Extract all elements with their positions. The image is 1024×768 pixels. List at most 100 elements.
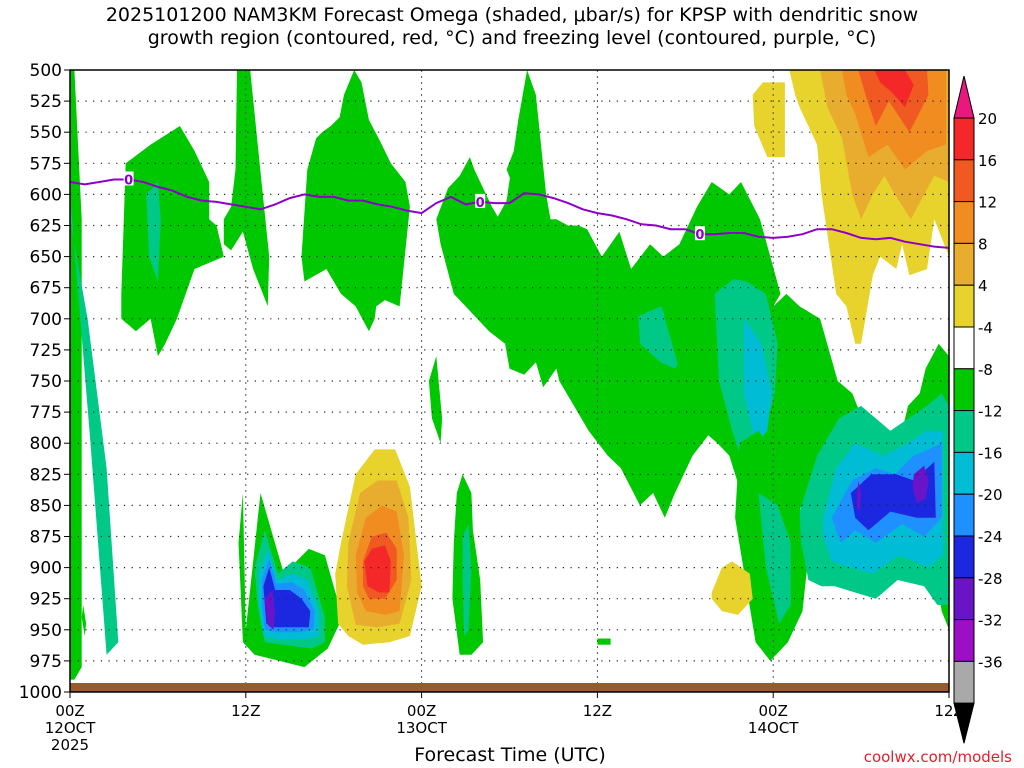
colorbar-label-3: 8 xyxy=(978,235,988,253)
x-tick-year-0: 2025 xyxy=(51,736,89,754)
omega-region-29 xyxy=(711,561,753,615)
colorbar-box-12 xyxy=(953,577,975,621)
freezing-level-layer: 0 0 0 xyxy=(70,171,949,249)
omega-region-13 xyxy=(758,493,791,624)
y-tick-label-625: 625 xyxy=(30,217,62,237)
y-tick-label-575: 575 xyxy=(30,154,62,174)
freezing-label-backing-2 xyxy=(694,226,705,241)
freezing-level-label-1: 0 xyxy=(476,196,485,211)
y-tick-label-725: 725 xyxy=(30,341,62,361)
colorbar-box-7 xyxy=(953,368,975,412)
omega-region-27 xyxy=(428,356,443,444)
colorbar: 20 16 12 8 4 -4 -8 -12 -16 -20 -24 -28 -32 -36 xyxy=(953,75,1003,744)
x-tick-date-2: 13OCT xyxy=(396,719,447,737)
y-tick-label-900: 900 xyxy=(30,559,62,579)
y-tick-label-500: 500 xyxy=(30,61,62,81)
y-tick-label-675: 675 xyxy=(30,279,62,299)
ground-surface-band xyxy=(70,683,949,692)
colorbar-label-10: -24 xyxy=(978,528,1003,546)
chart-title-line2: growth region (contoured, red, °C) and f… xyxy=(147,27,877,49)
y-tick-label-975: 975 xyxy=(30,652,62,672)
colorbar-box-4 xyxy=(953,242,975,286)
x-tick-label-3: 12Z xyxy=(583,702,612,720)
colorbar-label-8: -16 xyxy=(978,444,1003,462)
y-tick-label-750: 750 xyxy=(30,372,62,392)
freezing-label-backing-1 xyxy=(475,193,486,208)
x-tick-label-0: 00Z xyxy=(55,702,84,720)
freezing-label-backing-0 xyxy=(123,171,134,186)
colorbar-box-9 xyxy=(953,451,975,495)
omega-region-26 xyxy=(462,524,472,636)
freezing-level-label-2: 0 xyxy=(695,228,704,243)
omega-region-31 xyxy=(752,82,785,158)
freezing-level-line xyxy=(70,178,949,249)
y-tick-label-850: 850 xyxy=(30,496,62,516)
omega-region-11 xyxy=(743,318,772,444)
x-axis-label: Forecast Time (UTC) xyxy=(414,744,606,766)
source-credit: coolwx.com/models xyxy=(863,748,1012,766)
omega-region-1 xyxy=(70,194,119,655)
omega-region-7 xyxy=(506,126,539,207)
colorbar-box-2 xyxy=(953,159,975,203)
colorbar-label-5: -4 xyxy=(978,319,993,337)
colorbar-box-11 xyxy=(953,535,975,579)
omega-region-4 xyxy=(223,70,270,307)
colorbar-top-arrow xyxy=(953,75,975,119)
x-tick-label-4: 00Z xyxy=(759,702,788,720)
omega-region-30 xyxy=(81,604,87,636)
omega-region-24 xyxy=(364,545,391,593)
y-tick-label-550: 550 xyxy=(30,123,62,143)
colorbar-box-8 xyxy=(953,410,975,453)
colorbar-label-7: -12 xyxy=(978,403,1003,421)
colorbar-label-12: -32 xyxy=(978,612,1003,630)
plot-grid xyxy=(70,70,949,692)
x-tick-date-4: 14OCT xyxy=(748,719,799,737)
colorbar-label-1: 16 xyxy=(978,152,997,170)
pressure-axis: 500 525 550 575 600 625 650 675 700 725 750 775 800 8… xyxy=(19,61,70,703)
y-tick-label-1000: 1000 xyxy=(19,683,62,703)
omega-region-19 xyxy=(264,590,276,630)
colorbar-label-6: -8 xyxy=(978,361,993,379)
y-tick-label-525: 525 xyxy=(30,92,62,112)
colorbar-box-3 xyxy=(953,201,975,244)
y-tick-label-875: 875 xyxy=(30,528,62,548)
colorbar-box-6 xyxy=(953,326,975,370)
omega-region-3 xyxy=(146,182,161,282)
omega-shaded-regions xyxy=(70,70,949,680)
colorbar-label-0: 20 xyxy=(978,110,997,128)
x-tick-label-1: 12Z xyxy=(231,702,260,720)
colorbar-label-13: -36 xyxy=(978,653,1003,671)
x-tick-date-0: 12OCT xyxy=(45,719,96,737)
colorbar-box-1 xyxy=(953,117,975,161)
colorbar-label-9: -20 xyxy=(978,486,1003,504)
colorbar-label-4: 4 xyxy=(978,277,988,295)
y-tick-label-800: 800 xyxy=(30,434,62,454)
y-tick-label-775: 775 xyxy=(30,403,62,423)
y-tick-label-825: 825 xyxy=(30,465,62,485)
omega-region-42 xyxy=(912,465,929,503)
colorbar-bottom-arrow xyxy=(953,702,975,744)
x-tick-label-2: 00Z xyxy=(407,702,436,720)
colorbar-box-13 xyxy=(953,619,975,662)
omega-region-40 xyxy=(850,461,936,531)
omega-region-18 xyxy=(263,567,311,628)
y-tick-label-700: 700 xyxy=(30,310,62,330)
colorbar-box-5 xyxy=(953,284,975,328)
chart-title-line1: 2025101200 NAM3KM Forecast Omega (shaded… xyxy=(105,4,919,26)
y-tick-label-600: 600 xyxy=(30,185,62,205)
omega-region-36 xyxy=(874,70,914,108)
colorbar-label-2: 12 xyxy=(978,194,997,212)
y-tick-label-925: 925 xyxy=(30,590,62,610)
omega-region-0 xyxy=(70,70,82,680)
colorbar-label-11: -28 xyxy=(978,570,1003,588)
colorbar-box-10 xyxy=(953,493,975,537)
omega-region-41 xyxy=(856,480,862,512)
y-tick-label-950: 950 xyxy=(30,621,62,641)
colorbar-box-14 xyxy=(953,660,975,704)
freezing-level-label-0: 0 xyxy=(124,173,133,188)
omega-region-28 xyxy=(597,638,611,645)
y-tick-label-650: 650 xyxy=(30,248,62,268)
omega-region-8 xyxy=(638,306,683,369)
